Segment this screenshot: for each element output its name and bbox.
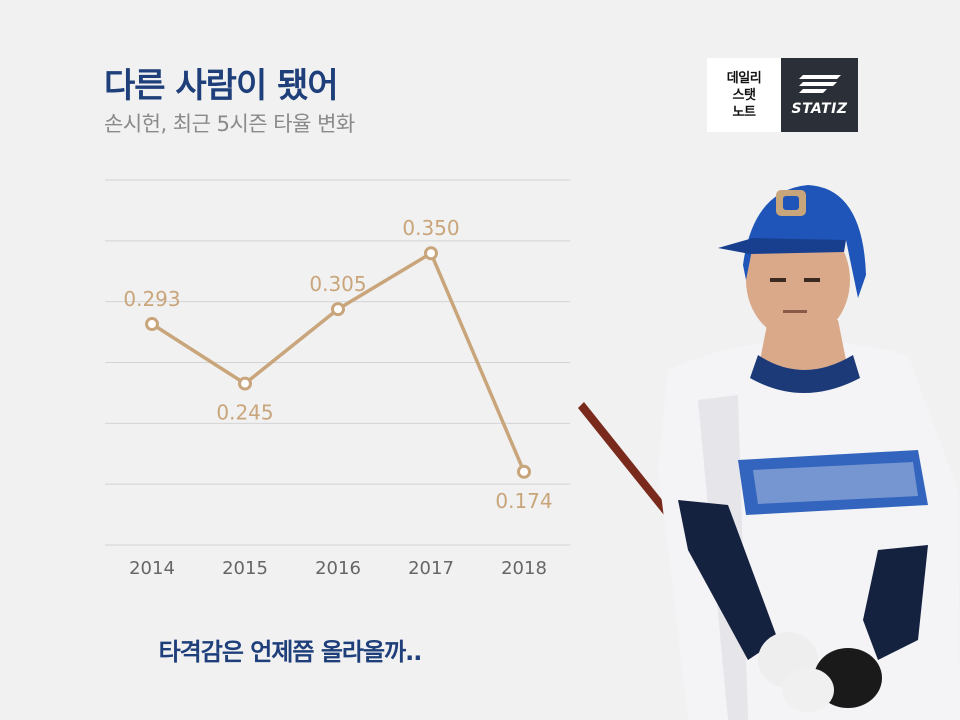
- data-point: [145, 317, 159, 332]
- data-label: 0.245: [216, 401, 273, 425]
- data-point: [517, 464, 531, 479]
- badge-line-1: 데일리: [726, 70, 762, 86]
- x-tick-label: 2017: [408, 558, 454, 579]
- chart-gridlines: [105, 179, 570, 546]
- data-label: 0.350: [402, 216, 459, 240]
- chart-subtitle: 손시헌, 최근 5시즌 타율 변화: [104, 112, 355, 136]
- x-axis-ticks: 2014 2015 2016 2017 2018: [129, 558, 547, 579]
- data-label: 0.293: [123, 287, 180, 311]
- chart-points: [145, 246, 531, 479]
- statiz-stripes-icon: [798, 75, 841, 93]
- x-tick-label: 2015: [222, 558, 268, 579]
- x-tick-label: 2014: [129, 558, 175, 579]
- daily-stat-note-badge: 데일리 스탯 노트: [707, 58, 781, 132]
- chart-title: 다른 사람이 됐어: [104, 66, 339, 106]
- statiz-wordmark: STATIZ: [791, 101, 848, 117]
- data-point: [424, 246, 438, 261]
- data-label: 0.305: [309, 272, 366, 296]
- footer-caption: 타격감은 언제쯤 올라올까..: [158, 638, 423, 666]
- statiz-logo: STATIZ: [781, 58, 858, 132]
- x-tick-label: 2018: [501, 558, 547, 579]
- data-point: [331, 302, 345, 317]
- badge-line-2: 스탯: [732, 87, 756, 103]
- baseball-player-photo: [578, 185, 960, 720]
- data-point: [238, 376, 252, 391]
- data-label: 0.174: [495, 489, 552, 513]
- data-labels: 0.293 0.245 0.305 0.350 0.174: [123, 216, 552, 513]
- x-tick-label: 2016: [315, 558, 361, 579]
- badge-line-3: 노트: [732, 104, 756, 120]
